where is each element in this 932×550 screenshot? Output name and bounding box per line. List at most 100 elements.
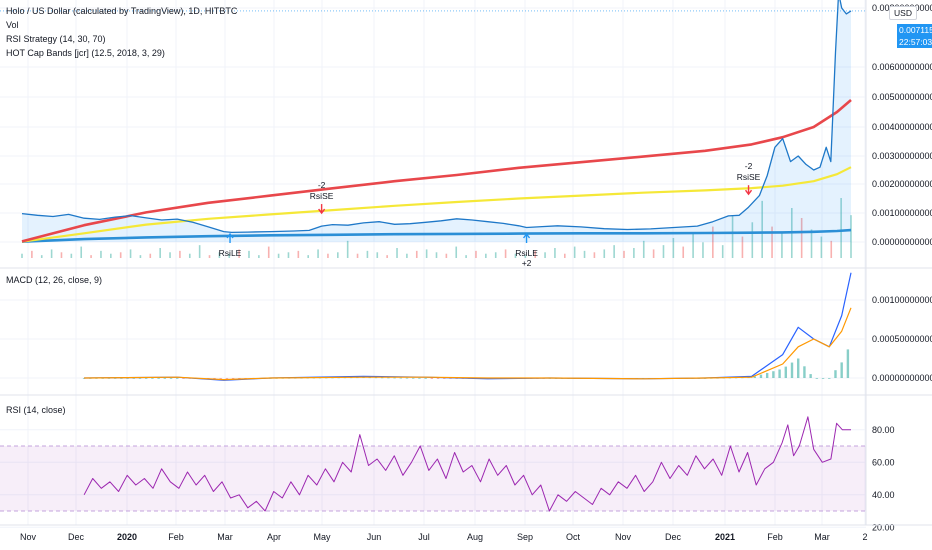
time-tick-label: Dec	[68, 532, 85, 542]
volume-bar	[317, 249, 319, 258]
volume-bar	[31, 250, 33, 258]
macd-histogram-bar	[132, 378, 135, 379]
volume-bar	[850, 215, 852, 258]
volume-bar	[475, 250, 477, 258]
volume-bar	[593, 252, 596, 258]
time-tick-label: Jun	[367, 532, 382, 542]
signal-qty: +2	[522, 258, 532, 268]
volume-bar	[100, 250, 102, 258]
volume-bar	[258, 255, 260, 258]
macd-pane[interactable]	[82, 272, 852, 381]
macd-signal-line[interactable]	[84, 307, 852, 381]
macd-histogram-bar	[778, 369, 781, 378]
macd-histogram-bar	[157, 378, 160, 379]
time-tick-label: 2021	[715, 532, 735, 542]
volume-bar	[583, 250, 586, 258]
macd-histogram-bar	[815, 378, 819, 379]
volume-bar	[327, 253, 329, 258]
rsi-line[interactable]	[83, 416, 851, 512]
signal-label: RsiSE	[737, 172, 761, 182]
signal-rsile-1[interactable]: RsiLE	[219, 232, 242, 258]
volume-bar	[60, 252, 63, 258]
rsi-tick-label: 20.00	[872, 522, 895, 532]
volume-bar	[188, 253, 191, 258]
volume-bar	[179, 250, 181, 258]
volume-bar	[563, 253, 566, 258]
signal-arrow-head	[744, 189, 753, 196]
volume-bar	[110, 253, 112, 258]
volume-bar	[514, 253, 517, 258]
volume-bar	[297, 250, 300, 258]
volume-bar	[218, 252, 221, 258]
volume-bar	[633, 248, 635, 258]
macd-histogram-bar	[753, 376, 756, 378]
volume-bar	[119, 252, 122, 258]
currency-button[interactable]: USD	[889, 6, 917, 20]
macd-histogram-bar	[797, 358, 800, 378]
volume-bar	[90, 255, 92, 258]
signal-rsile-2[interactable]: RsiLE+2	[515, 232, 538, 268]
volume-bar	[623, 250, 625, 258]
volume-bar	[248, 250, 250, 258]
macd-histogram-bar	[231, 378, 235, 379]
price-line[interactable]	[21, 0, 852, 234]
macd-histogram-bar	[393, 377, 396, 379]
volume-bar	[544, 252, 546, 258]
macd-histogram-bar	[784, 366, 787, 378]
volume-bar	[435, 252, 438, 258]
macd-histogram-bar	[238, 378, 241, 379]
legend-macd[interactable]: MACD (12, 26, close, 9)	[6, 275, 103, 285]
volume-bar	[830, 240, 833, 258]
volume-bar	[376, 252, 379, 258]
legend-rsi-strategy[interactable]: RSI Strategy (14, 30, 70)	[6, 34, 106, 44]
macd-histogram-bar	[126, 378, 129, 379]
macd-tick-label: 0.00100000000	[872, 295, 932, 305]
countdown-timer: 22:57:03	[899, 37, 932, 47]
signal-label: RsiSE	[310, 191, 334, 201]
signal-arrow-head	[318, 208, 326, 215]
macd-line[interactable]	[84, 272, 852, 381]
lower-band-line[interactable]	[21, 228, 852, 243]
volume-bar	[159, 248, 161, 258]
time-tick-label: Aug	[467, 532, 483, 542]
time-tick-label: Mar	[814, 532, 830, 542]
time-axis[interactable]: Nov Dec 2020 Feb Mar Apr May Jun Jul Aug Sep Oct Nov…	[20, 532, 868, 542]
rsi-pane[interactable]	[0, 416, 866, 512]
volume-bar	[800, 218, 803, 258]
legend-main-title[interactable]: Holo / US Dollar (calculated by TradingV…	[6, 6, 238, 16]
volume-bar	[139, 255, 142, 258]
macd-histogram-bar	[765, 372, 769, 378]
macd-histogram-bar	[840, 362, 843, 378]
macd-histogram-bar	[809, 374, 812, 378]
macd-histogram-bar	[846, 349, 850, 378]
volume-bar	[21, 253, 23, 258]
volume-bar	[50, 249, 53, 258]
time-tick-label: Sep	[517, 532, 533, 542]
volume-bar	[337, 252, 339, 258]
legend-vol[interactable]: Vol	[6, 20, 19, 30]
upper-band-line[interactable]	[21, 99, 852, 243]
time-tick-label: 2	[862, 532, 867, 542]
macd-histogram-bar	[418, 377, 421, 379]
volume-bar	[840, 198, 842, 258]
price-tick-label: 0.00400000000	[872, 122, 932, 132]
macd-histogram-bar	[213, 378, 216, 379]
price-tick-label: 0.00300000000	[872, 151, 932, 161]
volume-bar	[287, 252, 290, 258]
signal-label: RsiLE	[219, 248, 242, 258]
legend-rsi[interactable]: RSI (14, close)	[6, 405, 66, 415]
volume-bar	[425, 249, 428, 258]
signal-arrow-head	[226, 232, 234, 239]
legend-hot-cap-bands[interactable]: HOT Cap Bands [jcr] (12.5, 2018, 3, 29)	[6, 48, 165, 58]
macd-histogram-bar	[443, 378, 446, 379]
macd-histogram-bar	[82, 378, 86, 379]
volume-bar	[781, 232, 783, 258]
macd-histogram-bar	[772, 371, 775, 378]
volume-bar	[445, 253, 448, 258]
macd-histogram-bar	[163, 378, 167, 379]
volume-bar	[751, 222, 754, 258]
